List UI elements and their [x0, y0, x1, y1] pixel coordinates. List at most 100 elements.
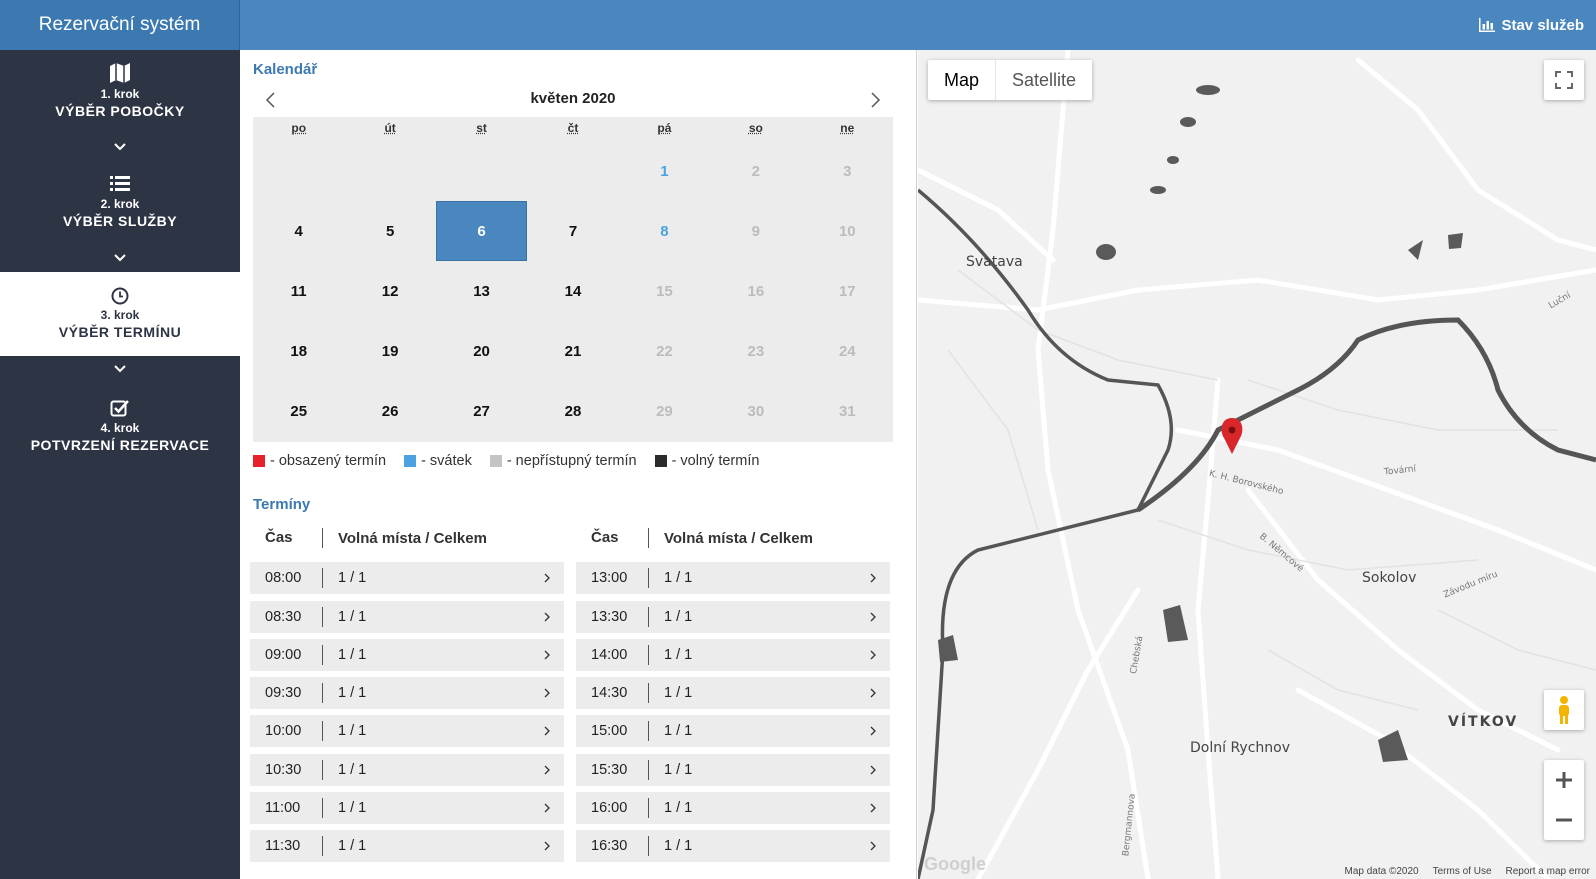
slot-row[interactable]: 08:30 1 / 1 — [250, 600, 564, 633]
calendar-day[interactable]: 21 — [564, 342, 582, 360]
calendar-day: 17 — [838, 282, 856, 300]
slot-row[interactable]: 14:00 1 / 1 — [576, 638, 890, 671]
calendar-day[interactable]: 4 — [294, 222, 303, 240]
calendar-day[interactable]: 6 — [435, 201, 528, 261]
slot-capacity: 1 / 1 — [664, 800, 693, 817]
chevron-right-icon — [544, 765, 550, 775]
calendar-day[interactable]: 28 — [564, 402, 582, 420]
clock-icon — [111, 287, 129, 305]
chevron-down-icon — [114, 365, 126, 373]
service-status-link[interactable]: Stav služeb — [1479, 0, 1584, 50]
calendar-day[interactable]: 25 — [290, 402, 308, 420]
main-panel: Kalendář květen 2020 po út st čt pá so ne 1 2 3 4 5… — [240, 50, 917, 879]
slot-row[interactable]: 10:30 1 / 1 — [250, 753, 564, 786]
slot-time: 16:30 — [576, 836, 649, 857]
calendar-day[interactable]: 27 — [473, 402, 490, 420]
map-type-satellite-button[interactable]: Satellite — [995, 60, 1092, 100]
weekday-header: po — [291, 121, 307, 135]
step-number: 1. krok — [100, 87, 140, 101]
slot-time: 13:00 — [576, 568, 649, 589]
table-header: Čas Volná místa / Celkem — [576, 520, 890, 556]
slot-time: 15:30 — [576, 759, 649, 780]
chevron-down-icon — [114, 143, 126, 151]
legend-item: - nepřístupný termín — [489, 453, 637, 469]
chevron-right-icon — [870, 727, 876, 736]
chevron-left-icon[interactable] — [261, 90, 281, 110]
slot-row[interactable]: 14:30 1 / 1 — [576, 677, 890, 710]
calendar-day[interactable]: 20 — [473, 342, 490, 360]
slot-time: 11:30 — [250, 836, 323, 857]
map-label-vitkov: VÍTKOV — [1448, 714, 1519, 730]
slot-row[interactable]: 13:30 1 / 1 — [576, 600, 890, 633]
chevron-right-icon[interactable] — [865, 90, 885, 110]
slot-row[interactable]: 09:00 1 / 1 — [250, 638, 564, 671]
calendar-day: 22 — [656, 342, 673, 360]
street-view-pegman[interactable] — [1544, 690, 1584, 730]
zoom-control — [1544, 760, 1584, 840]
step-service[interactable]: 2. krok VÝBĚR SLUŽBY — [0, 174, 240, 236]
legend-item: - volný termín — [654, 453, 759, 469]
slot-row[interactable]: 16:00 1 / 1 — [576, 792, 890, 825]
calendar-day: 23 — [747, 342, 765, 360]
slot-time: 11:00 — [250, 798, 323, 819]
step-term[interactable]: 3. krok VÝBĚR TERMÍNU — [0, 272, 240, 356]
table-header: Čas Volná místa / Celkem — [250, 520, 564, 556]
slot-row[interactable]: 16:30 1 / 1 — [576, 830, 890, 863]
column-header-capacity: Volná místa / Celkem — [664, 529, 813, 547]
slot-row[interactable]: 11:30 1 / 1 — [250, 830, 564, 863]
report-map-error-link[interactable]: Report a map error — [1505, 866, 1590, 877]
calendar-day[interactable]: 13 — [473, 282, 490, 300]
calendar-grid: po út st čt pá so ne 1 2 3 4 5 6 7 8 9 10 11 12 13 14 15 16 17 1… — [253, 117, 893, 442]
calendar-empty-cell — [527, 141, 618, 201]
weekday-header: st — [476, 121, 487, 135]
weekday-header: so — [748, 121, 763, 135]
calendar-day: 15 — [656, 282, 673, 300]
step-branch[interactable]: 1. krok VÝBĚR POBOČKY — [0, 62, 240, 124]
zoom-in-icon[interactable] — [1544, 760, 1584, 800]
legend-item: - svátek — [404, 453, 472, 469]
slot-row[interactable]: 13:00 1 / 1 — [576, 562, 890, 595]
map-view[interactable]: Svatava Sokolov VÍTKOV Dolní Rychnov K. … — [918, 50, 1596, 879]
slot-row[interactable]: 15:30 1 / 1 — [576, 753, 890, 786]
calendar-title: Kalendář — [253, 61, 318, 78]
zoom-out-icon[interactable] — [1544, 800, 1584, 840]
calendar-day[interactable]: 26 — [381, 402, 399, 420]
calendar-day[interactable]: 7 — [568, 222, 578, 240]
calendar-day[interactable]: 19 — [381, 342, 399, 360]
calendar-day[interactable]: 5 — [385, 222, 395, 240]
calendar-day[interactable]: 12 — [381, 282, 399, 300]
chevron-right-icon — [544, 650, 550, 660]
map-label-svatava: Svatava — [966, 254, 1023, 270]
chevron-right-icon — [870, 688, 876, 698]
slot-row[interactable]: 09:30 1 / 1 — [250, 677, 564, 710]
slot-capacity: 1 / 1 — [338, 570, 367, 587]
list-icon — [110, 176, 130, 191]
calendar-day[interactable]: 18 — [290, 342, 308, 360]
slot-time: 16:00 — [576, 798, 649, 819]
calendar-day[interactable]: 14 — [564, 282, 582, 300]
slot-capacity: 1 / 1 — [664, 570, 693, 587]
terms-of-use-link[interactable]: Terms of Use — [1432, 866, 1492, 877]
calendar-day: 9 — [751, 222, 761, 240]
chevron-down-icon — [114, 254, 126, 262]
slot-time: 13:30 — [576, 606, 649, 627]
calendar-empty-cell — [253, 141, 344, 201]
calendar-day: 8 — [660, 222, 669, 240]
step-confirm[interactable]: 4. krok POTVRZENÍ REZERVACE — [0, 398, 240, 460]
slot-row[interactable]: 10:00 1 / 1 — [250, 715, 564, 748]
legend-swatch — [654, 455, 667, 467]
step-title: VÝBĚR POBOČKY — [55, 103, 185, 119]
calendar-day[interactable]: 11 — [290, 282, 307, 300]
slot-time: 10:30 — [250, 759, 323, 780]
app-title[interactable]: Rezervační systém — [0, 0, 240, 50]
calendar-day: 24 — [838, 342, 856, 360]
slot-row[interactable]: 15:00 1 / 1 — [576, 715, 890, 748]
slot-capacity: 1 / 1 — [338, 723, 367, 740]
slot-row[interactable]: 11:00 1 / 1 — [250, 792, 564, 825]
chevron-right-icon — [870, 841, 876, 851]
map-type-map-button[interactable]: Map — [944, 70, 980, 90]
bar-chart-icon — [1479, 18, 1496, 32]
slot-row[interactable]: 08:00 1 / 1 — [250, 562, 564, 595]
map-footer: Map data ©2020 Terms of Use Report a map… — [1345, 866, 1590, 877]
fullscreen-button[interactable] — [1544, 60, 1584, 100]
